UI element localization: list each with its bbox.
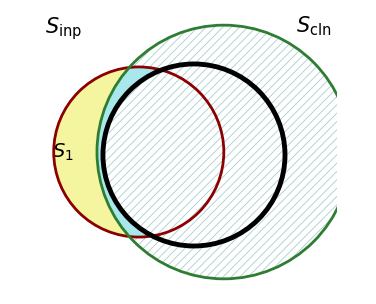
Circle shape: [54, 67, 224, 237]
Text: $S_{\mathrm{cln}}$: $S_{\mathrm{cln}}$: [296, 15, 331, 38]
Circle shape: [97, 25, 351, 279]
Text: $S_{\mathrm{inp}}$: $S_{\mathrm{inp}}$: [45, 15, 82, 42]
Text: $S_1$: $S_1$: [52, 141, 74, 163]
Text: $S_{\mathrm{filt}}$: $S_{\mathrm{filt}}$: [173, 62, 203, 82]
Text: $S_3$: $S_3$: [262, 141, 284, 163]
Text: $S_2$: $S_2$: [95, 141, 117, 163]
Circle shape: [103, 64, 285, 246]
Circle shape: [97, 25, 351, 279]
Circle shape: [54, 67, 224, 237]
